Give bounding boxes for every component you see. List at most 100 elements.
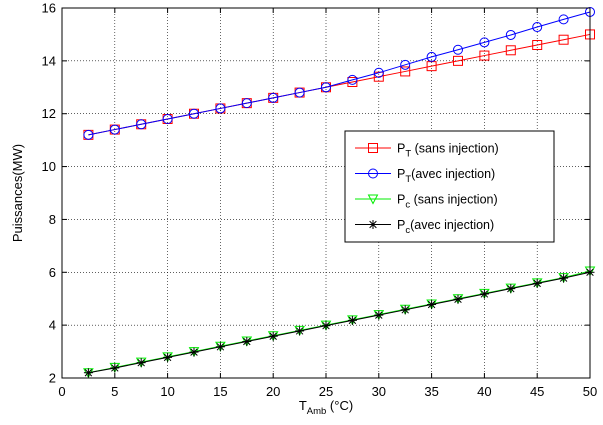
- ticks: 0 5 10 15 20 25 30 35 40 45 50 2 4 6 8 10 12 14 16: [42, 1, 598, 400]
- data-point: [347, 315, 357, 325]
- data-point: [558, 34, 569, 45]
- label-sub: Amb: [307, 406, 327, 417]
- data-point: [506, 284, 516, 294]
- data-point: [532, 40, 543, 50]
- data-point: [373, 71, 384, 82]
- legend: PT (sans injection)PT(avec injection)Pc …: [344, 130, 555, 243]
- x-tick-label: 0: [58, 384, 65, 399]
- y-tick-label: 2: [49, 371, 56, 386]
- data-point: [136, 119, 147, 130]
- x-tick-label: 10: [160, 384, 174, 399]
- data-point: [241, 98, 252, 109]
- data-point: [268, 331, 278, 341]
- series-line: [88, 271, 591, 374]
- data-point: [505, 45, 516, 56]
- data-point: [400, 305, 410, 315]
- label-main: P: [397, 193, 405, 207]
- legend-label: Pc (sans injection): [397, 193, 498, 211]
- data-point: [532, 22, 543, 33]
- data-point: [321, 321, 331, 331]
- x-tick-label: 15: [213, 384, 227, 399]
- y-axis-title: Puissances(MW): [10, 144, 25, 242]
- data-point: [505, 29, 516, 40]
- legend-box: [344, 130, 555, 243]
- label-rest: (sans injection): [411, 142, 499, 156]
- data-point: [83, 129, 94, 140]
- data-point: [215, 103, 226, 114]
- y-tick-label: 12: [42, 106, 56, 121]
- x-tick-label: 50: [583, 384, 597, 399]
- data-point: [374, 310, 384, 320]
- y-tick-label: 6: [49, 265, 56, 280]
- data-point: [400, 66, 411, 77]
- x-tick-label: 25: [319, 384, 333, 399]
- data-point: [189, 347, 199, 357]
- series-1: [83, 6, 595, 140]
- data-point: [295, 326, 305, 336]
- data-point: [427, 300, 437, 310]
- data-point: [268, 92, 279, 103]
- data-point: [559, 273, 569, 283]
- grid: [62, 8, 590, 378]
- label-main: P: [397, 167, 405, 181]
- legend-label: PT(avec injection): [397, 167, 495, 185]
- legend-marker: [368, 143, 378, 153]
- data-point: [532, 278, 542, 288]
- y-tick-label: 4: [49, 318, 56, 333]
- data-point: [321, 82, 331, 93]
- data-point: [242, 337, 252, 347]
- legend-item: Pc (sans injection): [355, 193, 498, 211]
- data-point: [426, 51, 437, 62]
- label-sub: T: [405, 174, 411, 185]
- y-tick-label: 8: [49, 212, 56, 227]
- data-point: [479, 37, 490, 48]
- legend-marker: [368, 168, 378, 179]
- legend-item: PT (sans injection): [355, 142, 499, 160]
- data-point: [453, 44, 463, 55]
- data-point: [189, 108, 199, 119]
- label-main: P: [397, 218, 405, 232]
- x-tick-label: 45: [530, 384, 544, 399]
- y-tick-label: 16: [42, 1, 56, 16]
- legend-label: PT (sans injection): [397, 142, 499, 160]
- data-point: [215, 342, 225, 352]
- x-tick-label: 5: [111, 384, 118, 399]
- data-point: [400, 59, 411, 70]
- label-main: P: [397, 142, 405, 156]
- y-tick-label: 10: [42, 159, 56, 174]
- label-sub: c: [405, 225, 410, 236]
- series-layer: [83, 6, 596, 379]
- label-sub: T: [405, 149, 411, 160]
- data-point: [136, 358, 146, 368]
- data-point: [453, 294, 463, 304]
- data-point: [163, 352, 173, 362]
- data-point: [162, 114, 173, 124]
- data-point: [110, 363, 120, 373]
- legend-marker: [368, 220, 378, 229]
- x-tick-label: 35: [424, 384, 438, 399]
- label-rest: (sans injection): [410, 193, 498, 207]
- x-axis-title: TAmb (°C): [299, 398, 353, 417]
- label-main: T: [299, 398, 307, 413]
- data-point: [373, 67, 384, 78]
- data-point: [558, 14, 569, 25]
- x-tick-label: 40: [477, 384, 491, 399]
- x-tick-label: 20: [266, 384, 280, 399]
- y-tick-label: 14: [42, 53, 56, 68]
- x-axis-title-text: TAmb (°C): [299, 398, 353, 417]
- label-rest: (°C): [326, 398, 353, 413]
- label-rest: (avec injection): [411, 167, 495, 181]
- legend-marker: [367, 194, 379, 205]
- data-point: [109, 124, 120, 135]
- legend-item: PT(avec injection): [355, 167, 495, 185]
- legend-label: Pc(avec injection): [397, 218, 494, 236]
- y-axis-title-text: Puissances(MW): [10, 144, 25, 242]
- label-rest: (avec injection): [410, 218, 494, 232]
- data-point: [294, 87, 305, 98]
- data-point: [479, 289, 489, 299]
- data-point: [83, 368, 93, 378]
- series-3: [83, 267, 595, 378]
- data-point: [347, 74, 358, 85]
- label-sub: c: [405, 200, 410, 211]
